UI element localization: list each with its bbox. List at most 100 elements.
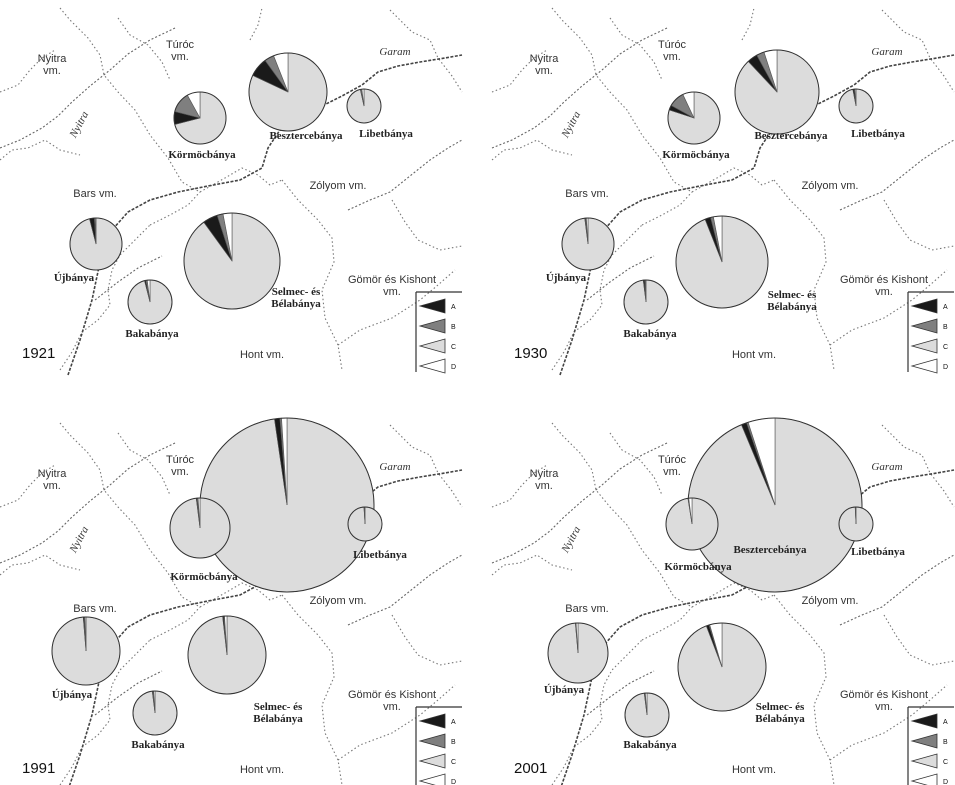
- county-label-turoc: vm.: [171, 466, 189, 478]
- pie-chart-selmec: [183, 212, 281, 310]
- town-label-kormocbanya: Körmöcbánya: [168, 149, 236, 161]
- county-label-gomor: Gömör és Kishont: [840, 274, 928, 286]
- county-label-nyitra: vm.: [43, 480, 61, 492]
- county-border: [249, 7, 263, 41]
- pie-chart-besztercebanya: [687, 417, 863, 593]
- legend-swatch-d: [910, 358, 938, 374]
- county-border: [829, 684, 948, 761]
- county-border: [59, 224, 151, 371]
- county-label-nyitra: vm.: [535, 480, 553, 492]
- river-label-garam: Garam: [871, 461, 902, 473]
- year-label: 1921: [22, 345, 55, 362]
- county-border: [389, 424, 463, 508]
- town-label-besztercebanya: Besztercebánya: [733, 544, 807, 556]
- pie-outline: [132, 690, 178, 736]
- county-border: [491, 139, 573, 161]
- county-border: [199, 582, 283, 608]
- pie-chart-besztercebanya: [199, 417, 375, 593]
- legend-label-a: A: [943, 304, 948, 311]
- county-label-turoc: vm.: [171, 51, 189, 63]
- river-line: [839, 554, 955, 626]
- county-label-gomor: Gömör és Kishont: [348, 274, 436, 286]
- pie-chart-kormocbanya: [169, 497, 231, 559]
- pie-outline: [183, 212, 281, 310]
- legend-swatch-a: [418, 298, 446, 314]
- county-border: [0, 139, 81, 161]
- pie-outline: [838, 506, 874, 542]
- pie-outline: [624, 692, 670, 738]
- legend-swatch-b: [910, 733, 938, 749]
- pie-outline: [677, 622, 767, 712]
- pie-outline: [675, 215, 769, 309]
- county-label-turoc: Túróc: [658, 39, 687, 51]
- legend-swatch-c: [418, 753, 446, 769]
- town-label-bakabanya: Bakabánya: [125, 328, 179, 340]
- legend: A B C D: [907, 291, 954, 374]
- river-line: [347, 139, 463, 211]
- county-border: [59, 422, 201, 608]
- county-label-nyitra: Nyitra: [38, 53, 68, 65]
- legend-label-d: D: [451, 364, 456, 371]
- legend: A B C D: [907, 706, 954, 785]
- legend-label-c: C: [943, 759, 948, 766]
- pie-chart-selmec: [187, 615, 267, 695]
- town-label-selmec: Bélabánya: [767, 301, 817, 313]
- town-label-bakabanya: Bakabánya: [623, 739, 677, 751]
- town-label-bakabanya: Bakabánya: [131, 739, 185, 751]
- legend-label-b: B: [943, 324, 948, 331]
- county-border: [551, 224, 643, 371]
- county-border: [281, 594, 343, 785]
- pie-outline: [347, 506, 383, 542]
- pie-chart-besztercebanya: [734, 49, 820, 135]
- county-label-gomor: vm.: [383, 701, 401, 713]
- pie-outline: [561, 217, 615, 271]
- legend-label-d: D: [943, 364, 948, 371]
- county-border: [829, 269, 948, 346]
- county-border: [773, 179, 835, 371]
- year-label: 1930: [514, 345, 547, 362]
- county-border: [491, 49, 548, 93]
- town-label-ujbanya: Újbánya: [52, 689, 93, 701]
- county-label-hont: Hont vm.: [240, 349, 284, 361]
- county-label-hont: Hont vm.: [732, 764, 776, 776]
- pie-outline: [169, 497, 231, 559]
- pie-chart-kormocbanya: [665, 497, 719, 551]
- county-label-nyitra: Nyitra: [530, 53, 560, 65]
- pie-outline: [838, 88, 874, 124]
- county-label-bars: Bars vm.: [565, 603, 608, 615]
- county-border: [117, 17, 171, 81]
- pie-outline: [667, 91, 721, 145]
- county-label-nyitra: vm.: [535, 65, 553, 77]
- legend-label-b: B: [451, 324, 456, 331]
- pie-outline: [248, 52, 328, 132]
- county-border: [609, 17, 663, 81]
- county-label-bars: Bars vm.: [73, 188, 116, 200]
- pie-chart-kormocbanya: [667, 91, 721, 145]
- legend-label-b: B: [943, 739, 948, 746]
- county-border: [881, 9, 955, 93]
- town-label-besztercebanya: Besztercebánya: [754, 130, 828, 142]
- river-label-nyitra: Nyitra: [559, 109, 583, 141]
- county-label-zolyom: Zólyom vm.: [802, 595, 859, 607]
- town-label-selmec: Selmec- és: [272, 286, 321, 298]
- pie-chart-ujbanya: [51, 616, 121, 686]
- county-border: [641, 606, 693, 641]
- county-border: [389, 9, 463, 93]
- pie-chart-kormocbanya: [173, 91, 227, 145]
- town-label-kormocbanya: Körmöcbánya: [662, 149, 730, 161]
- legend-label-c: C: [943, 344, 948, 351]
- pie-chart-libetbanya: [838, 88, 874, 124]
- pie-outline: [665, 497, 719, 551]
- county-label-turoc: Túróc: [658, 454, 687, 466]
- river-line: [0, 442, 176, 564]
- pie-chart-bakabanya: [624, 692, 670, 738]
- county-border: [59, 639, 151, 785]
- county-border: [883, 199, 955, 251]
- county-border: [0, 554, 81, 576]
- pie-outline: [69, 217, 123, 271]
- legend-swatch-c: [910, 338, 938, 354]
- county-border: [491, 554, 573, 576]
